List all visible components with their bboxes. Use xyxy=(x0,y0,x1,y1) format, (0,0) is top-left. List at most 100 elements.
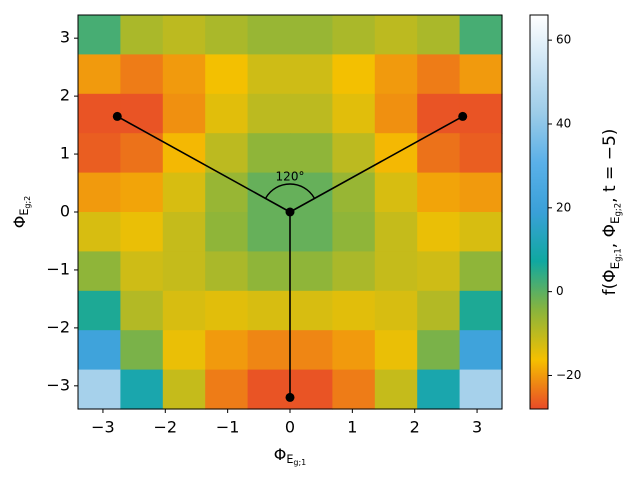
x-tick-label: 2 xyxy=(410,418,420,437)
x-tick-label: −3 xyxy=(91,418,115,437)
heatmap-cell xyxy=(417,172,461,213)
heatmap-cell xyxy=(290,93,333,134)
heatmap-cell xyxy=(247,133,291,174)
heatmap-cell xyxy=(332,133,376,174)
heatmap-cell xyxy=(120,93,164,134)
heatmap-cell xyxy=(417,251,461,292)
heatmap-cell xyxy=(417,290,461,331)
colorbar-tick-label: 0 xyxy=(556,284,564,298)
heatmap-cell xyxy=(332,15,376,55)
heatmap-cell xyxy=(162,369,206,410)
heatmap-cell xyxy=(78,172,121,213)
heatmap-cell xyxy=(162,15,206,55)
angle-annotation: 120° xyxy=(276,170,305,184)
colorbar-label-part: g;2 xyxy=(613,203,623,217)
heatmap-cell xyxy=(374,330,418,371)
heatmap-cell xyxy=(205,54,249,95)
heatmap-cell xyxy=(290,212,333,252)
colorbar-tick-label: 20 xyxy=(556,200,571,214)
heatmap-cell xyxy=(78,330,121,371)
heatmap-cell xyxy=(332,54,376,95)
heatmap-cell xyxy=(162,93,206,134)
y-tick-label: 1 xyxy=(60,144,70,163)
heatmap-cell xyxy=(417,15,461,55)
heatmap-cell xyxy=(205,172,249,213)
heatmap-cell xyxy=(417,54,461,95)
heatmap-cell xyxy=(374,290,418,331)
colorbar-label-part: E xyxy=(608,216,622,224)
heatmap-cell xyxy=(332,290,376,331)
connector-line xyxy=(289,115,464,213)
heatmap-cell xyxy=(459,290,503,331)
heatmap-cell xyxy=(417,212,461,252)
heatmap-cell xyxy=(247,251,291,292)
heatmap-cell xyxy=(120,212,164,252)
heatmap-cell xyxy=(247,93,291,134)
heatmap-cell xyxy=(459,251,503,292)
heatmap-cell xyxy=(332,93,376,134)
y-tick-label: 2 xyxy=(60,86,70,105)
heatmap-cell xyxy=(459,172,503,213)
point xyxy=(285,392,295,402)
heatmap-cell xyxy=(290,251,333,292)
heatmap-cell xyxy=(120,172,164,213)
heatmap-cell xyxy=(417,93,461,134)
y-axis-label-part: E xyxy=(18,209,31,216)
heatmap-cell xyxy=(247,330,291,371)
heatmap-cell xyxy=(120,54,164,95)
heatmap-cell xyxy=(120,290,164,331)
x-tick-label: −1 xyxy=(216,418,240,437)
heatmap-cell xyxy=(290,15,333,55)
heatmap-cell xyxy=(459,133,503,174)
heatmap-cell xyxy=(162,54,206,95)
heatmap-cell xyxy=(78,212,121,252)
heatmap-cell xyxy=(290,133,333,174)
colorbar xyxy=(529,14,549,410)
heatmap-cell xyxy=(417,133,461,174)
heatmap-cell xyxy=(205,15,249,55)
heatmap-cell xyxy=(247,15,291,55)
colorbar-label-part: , t = −5) xyxy=(600,129,620,203)
heatmap-cell xyxy=(374,15,418,55)
heatmap-cell xyxy=(205,93,249,134)
heatmap-cell xyxy=(459,212,503,252)
heatmap-cell xyxy=(374,93,418,134)
heatmap-cell xyxy=(247,212,291,252)
connector-line xyxy=(116,115,291,213)
heatmap-cell xyxy=(417,369,461,410)
heatmap-cell xyxy=(120,330,164,371)
heatmap-cell xyxy=(332,369,376,410)
y-axis-label-part: g;2 xyxy=(23,196,32,209)
y-tick-label: −3 xyxy=(46,375,70,394)
heatmap-cell xyxy=(162,330,206,371)
heatmap-cell xyxy=(205,290,249,331)
heatmap-cell xyxy=(290,290,333,331)
heatmap-cell xyxy=(247,290,291,331)
heatmap-cell xyxy=(290,330,333,371)
point xyxy=(458,111,468,121)
y-tick-label: −1 xyxy=(46,259,70,278)
y-tick-label: 0 xyxy=(60,202,70,221)
y-axis-label: ΦEg;2 xyxy=(10,196,32,229)
heatmap-cell xyxy=(417,330,461,371)
heatmap-cell xyxy=(162,172,206,213)
colorbar-label: f(ΦEg;1, ΦEg;2, t = −5) xyxy=(600,129,623,296)
heatmap-cell xyxy=(290,54,333,95)
heatmap-cell xyxy=(205,330,249,371)
y-axis-label-part: Φ xyxy=(10,216,29,229)
x-tick-label: 0 xyxy=(285,418,295,437)
heatmap-cell xyxy=(78,54,121,95)
heatmap-cell xyxy=(78,290,121,331)
heatmap-cell xyxy=(459,54,503,95)
heatmap-cell xyxy=(290,369,333,410)
heatmap-cell xyxy=(374,54,418,95)
colorbar-label-part: , Φ xyxy=(600,224,620,248)
heatmap-cell xyxy=(459,330,503,371)
x-tick-label: 1 xyxy=(347,418,357,437)
heatmap-cell xyxy=(162,212,206,252)
y-tick-label: 3 xyxy=(60,28,70,47)
point xyxy=(112,111,122,121)
colorbar-label-part: g;1 xyxy=(613,248,623,262)
x-axis-label: ΦEg;1 xyxy=(274,445,307,467)
